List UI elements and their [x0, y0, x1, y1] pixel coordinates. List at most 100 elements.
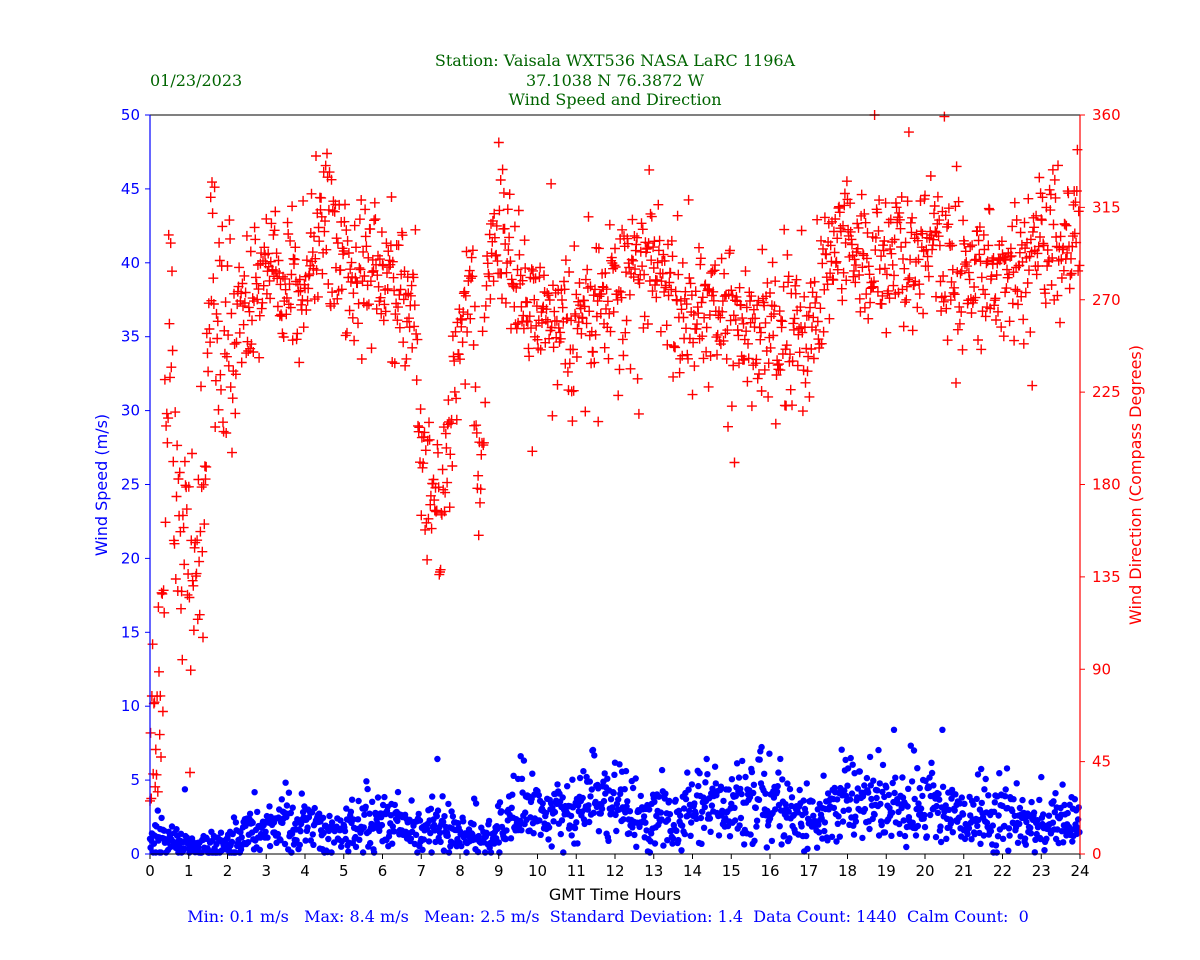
speed-point	[444, 832, 451, 839]
direction-point	[725, 245, 735, 256]
speed-point	[697, 814, 705, 822]
direction-point	[236, 288, 247, 299]
direction-point	[218, 417, 228, 428]
direction-point	[321, 244, 332, 255]
speed-point	[762, 790, 769, 797]
direction-point	[227, 393, 238, 404]
speed-point	[460, 818, 467, 825]
direction-point	[854, 270, 865, 280]
direction-point	[306, 188, 317, 199]
direction-point	[239, 270, 250, 281]
speed-point	[844, 765, 852, 772]
direction-point	[664, 277, 675, 288]
direction-point	[514, 249, 525, 260]
x-tick-label: 1	[184, 862, 194, 880]
speed-point	[648, 830, 655, 837]
direction-point	[960, 259, 970, 270]
direction-point	[674, 367, 685, 378]
direction-point	[182, 589, 193, 600]
speed-point	[879, 788, 886, 796]
speed-point	[859, 834, 866, 842]
direction-point	[373, 281, 384, 292]
speed-point	[782, 801, 789, 808]
speed-point	[750, 781, 758, 788]
speed-point	[254, 808, 261, 816]
direction-point	[205, 337, 216, 348]
speed-point	[632, 775, 639, 782]
x-axis-label: GMT Time Hours	[549, 885, 681, 904]
direction-point	[923, 271, 934, 282]
x-tick-label: 21	[954, 862, 973, 880]
direction-point	[590, 329, 601, 340]
speed-point	[266, 803, 273, 810]
direction-point	[505, 256, 516, 267]
direction-point	[167, 266, 177, 277]
direction-point	[398, 337, 409, 348]
direction-point	[620, 327, 631, 338]
direction-point	[781, 340, 792, 351]
direction-point	[920, 190, 930, 201]
speed-point	[848, 790, 856, 797]
speed-point	[845, 806, 852, 813]
direction-point	[878, 245, 889, 256]
direction-point	[861, 253, 872, 264]
speed-point	[838, 746, 845, 753]
speed-point	[873, 794, 880, 802]
direction-point	[977, 306, 988, 317]
direction-point	[873, 225, 884, 236]
speed-point	[849, 761, 856, 768]
speed-point	[691, 800, 698, 807]
speed-point	[684, 769, 691, 776]
speed-point	[370, 849, 378, 856]
direction-point	[993, 306, 1003, 317]
direction-point	[746, 401, 757, 412]
speed-point	[715, 832, 723, 839]
direction-point	[150, 781, 161, 792]
x-tick-label: 16	[760, 862, 779, 880]
speed-point	[611, 771, 618, 778]
direction-point	[859, 302, 870, 313]
speed-point	[900, 817, 907, 824]
speed-point	[282, 779, 289, 786]
speed-point	[612, 811, 619, 819]
direction-point	[464, 265, 475, 276]
speed-point	[416, 817, 424, 824]
direction-point	[356, 354, 367, 364]
speed-point	[283, 802, 291, 809]
direction-point	[419, 427, 430, 438]
speed-point	[429, 793, 436, 800]
direction-point	[192, 535, 203, 546]
x-tick-label: 7	[416, 862, 426, 880]
speed-point	[777, 807, 785, 814]
speed-point	[814, 806, 821, 813]
direction-point	[785, 384, 796, 395]
direction-point	[272, 301, 283, 312]
speed-point	[228, 838, 236, 846]
speed-point	[934, 809, 942, 816]
speed-point	[854, 785, 861, 792]
direction-point	[509, 221, 520, 232]
direction-point	[160, 517, 171, 528]
direction-point	[266, 218, 277, 229]
speed-series	[146, 726, 1083, 856]
direction-point	[340, 199, 350, 210]
speed-point	[852, 818, 860, 825]
speed-point	[615, 796, 622, 803]
direction-point	[880, 197, 891, 208]
direction-point	[912, 302, 923, 313]
direction-point	[163, 413, 174, 424]
speed-point	[786, 835, 793, 842]
direction-point	[694, 242, 704, 253]
speed-point	[688, 781, 696, 788]
direction-point	[837, 295, 848, 306]
direction-point	[629, 231, 640, 241]
speed-point	[655, 793, 663, 800]
speed-point	[352, 843, 360, 851]
speed-point	[262, 828, 269, 835]
direction-point	[698, 353, 709, 364]
direction-point	[478, 437, 489, 448]
direction-point	[352, 278, 363, 289]
speed-point	[1041, 847, 1048, 854]
speed-point	[564, 783, 571, 790]
direction-point	[646, 211, 657, 222]
